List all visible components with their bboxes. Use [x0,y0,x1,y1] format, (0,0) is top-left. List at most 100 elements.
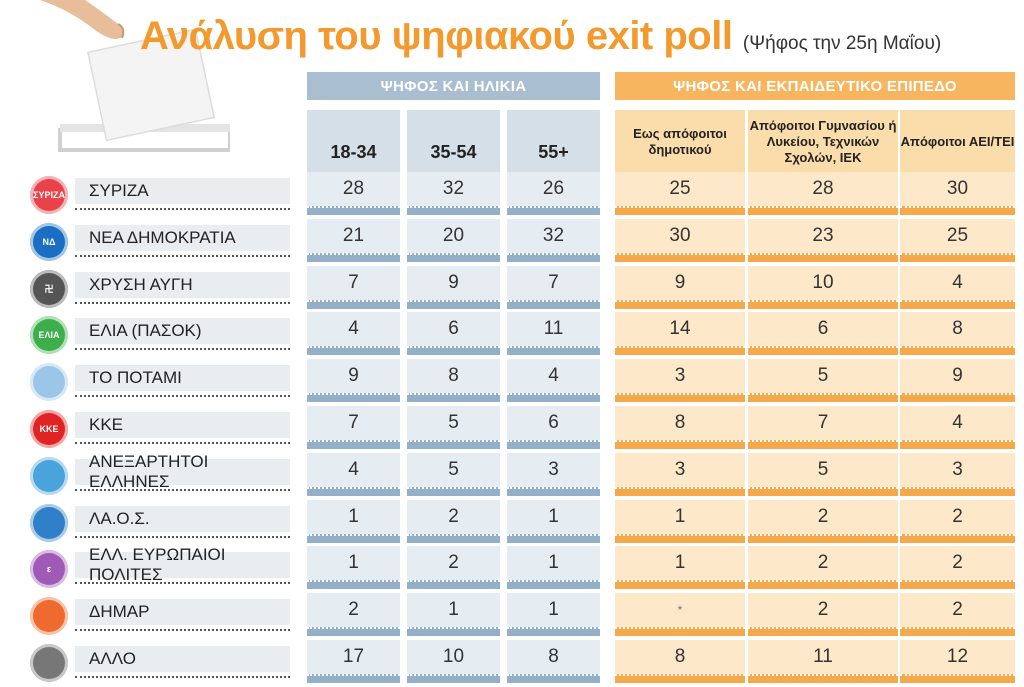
edu-column-header: Απόφοιτοι Γυμνασίου ή Λυκείου, Τεχνικών … [748,110,898,174]
age-row-stripe [407,346,500,356]
edu-row-stripe [900,393,1015,403]
age-value-cell: 17 [307,640,400,674]
age-value-cell: 8 [507,640,600,674]
edu-value-cell: 3 [900,452,1015,487]
edu-value-cell: 3 [615,452,745,487]
party-logo-icon [30,597,68,636]
edu-row-stripe [748,299,898,309]
edu-value-cell: 11 [748,640,898,674]
table-row: ΚΚΕ ΚΚΕ 7 5 6 8 7 4 [0,406,1024,453]
edu-row-stripe [748,393,898,403]
edu-value-cell: 9 [900,359,1015,394]
edu-column-header: Εως απόφοιτοι δημοτικού [615,110,745,174]
edu-row-stripe [615,252,745,262]
edu-row-stripe [615,440,745,449]
age-value-cell: 7 [307,406,400,440]
table-row: ΑΛΛΟ 17 10 8 8 11 12 [0,640,1024,687]
age-section-header: ΨΗΦΟΣ ΚΑΙ ΗΛΙΚΙΑ [307,72,600,100]
party-name: ΚΚΕ [75,412,290,438]
edu-value-cell: 7 [748,406,898,440]
age-row-stripe [407,533,500,543]
age-row-stripe [407,252,500,262]
row-divider [75,535,290,538]
age-value-cell: 32 [507,218,600,253]
age-row-stripe [507,346,600,356]
age-row-stripe [507,580,600,590]
party-logo-icon: ΣΥΡΙΖΑ [30,176,68,214]
party-name: ΝΕΑ ΔΗΜΟΚΡΑΤΙΑ [75,224,290,251]
table-row: ΑΝΕΞΑΡΤΗΤΟΙ ΕΛΛΗΝΕΣ 4 5 3 3 5 3 [0,452,1024,500]
edu-value-cell: 6 [748,312,898,347]
party-logo-icon: ΝΔ [30,222,68,261]
party-logo-icon: ΚΚΕ [30,410,68,448]
edu-row-stripe [900,252,1015,262]
party-name: ΧΡΥΣΗ ΑΥΓΗ [75,271,290,298]
age-value-cell: 7 [507,265,600,300]
age-row-stripe [507,440,600,449]
party-logo-icon [30,644,68,682]
age-row-stripe [507,486,600,496]
age-row-stripe [307,674,400,683]
age-column-header: 55+ [507,110,600,174]
edu-value-cell: 8 [900,312,1015,347]
edu-value-cell: 30 [900,172,1015,206]
edu-row-stripe [900,346,1015,356]
edu-row-stripe [748,206,898,215]
age-value-cell: 8 [407,359,500,394]
edu-value-cell: 2 [900,546,1015,581]
edu-value-cell: 4 [900,406,1015,440]
party-name: ΣΥΡΙΖΑ [75,178,290,204]
age-value-cell: 9 [407,265,500,300]
age-value-cell: 4 [307,312,400,347]
edu-value-cell: 25 [615,172,745,206]
edu-row-stripe [615,346,745,356]
edu-row-stripe [900,627,1015,637]
age-value-cell: 2 [307,593,400,628]
row-divider [75,442,290,444]
edu-value-cell: 14 [615,312,745,347]
edu-row-stripe [748,486,898,496]
edu-row-stripe [748,440,898,449]
age-value-cell: 1 [507,593,600,628]
row-divider [75,488,290,491]
edu-value-cell: 10 [748,265,898,300]
row-divider [75,208,290,210]
edu-row-stripe [615,393,745,403]
age-column-header: 18-34 [307,110,400,174]
title-main: Ανάλυση του ψηφιακού exit poll [140,14,733,58]
age-row-stripe [407,580,500,590]
edu-value-cell: 8 [615,406,745,440]
edu-row-stripe [615,533,745,543]
party-name: ΕΛΛ. ΕΥΡΩΠΑΙΟΙ ΠΟΛΙΤΕΣ [75,545,290,584]
edu-row-stripe [900,299,1015,309]
row-divider [75,348,290,351]
edu-value-cell: 2 [900,499,1015,534]
age-row-stripe [407,486,500,496]
edu-value-cell: 23 [748,218,898,253]
party-logo-icon: 卍 [30,269,68,308]
row-divider [75,395,290,398]
age-value-cell: 10 [407,640,500,674]
age-value-cell: 1 [507,546,600,581]
party-name: ΤΟ ΠΟΤΑΜΙ [75,365,290,392]
age-row-stripe [507,299,600,309]
age-row-stripe [507,206,600,215]
table-row: ε ΕΛΛ. ΕΥΡΩΠΑΙΟΙ ΠΟΛΙΤΕΣ 1 2 1 1 2 2 [0,545,1024,593]
table-row: ΝΔ ΝΕΑ ΔΗΜΟΚΡΑΤΙΑ 21 20 32 30 23 25 [0,218,1024,266]
age-value-cell: 26 [507,172,600,206]
age-row-stripe [307,346,400,356]
party-logo-icon [30,456,68,495]
row-divider [75,676,290,678]
edu-value-cell: 2 [900,593,1015,628]
edu-value-cell: 2 [748,546,898,581]
edu-value-cell: 1 [615,546,745,581]
party-logo-icon: ε [30,550,68,589]
edu-row-stripe [748,627,898,637]
party-name: ΔΗΜΑΡ [75,599,290,626]
edu-value-cell: 25 [900,218,1015,253]
edu-row-stripe [748,346,898,356]
edu-section-header: ΨΗΦΟΣ ΚΑΙ ΕΚΠΑΙΔΕΥΤΙΚΟ ΕΠΙΠΕΔΟ [615,72,1015,100]
age-value-cell: 28 [307,172,400,206]
age-row-stripe [307,393,400,403]
row-divider [75,254,290,257]
